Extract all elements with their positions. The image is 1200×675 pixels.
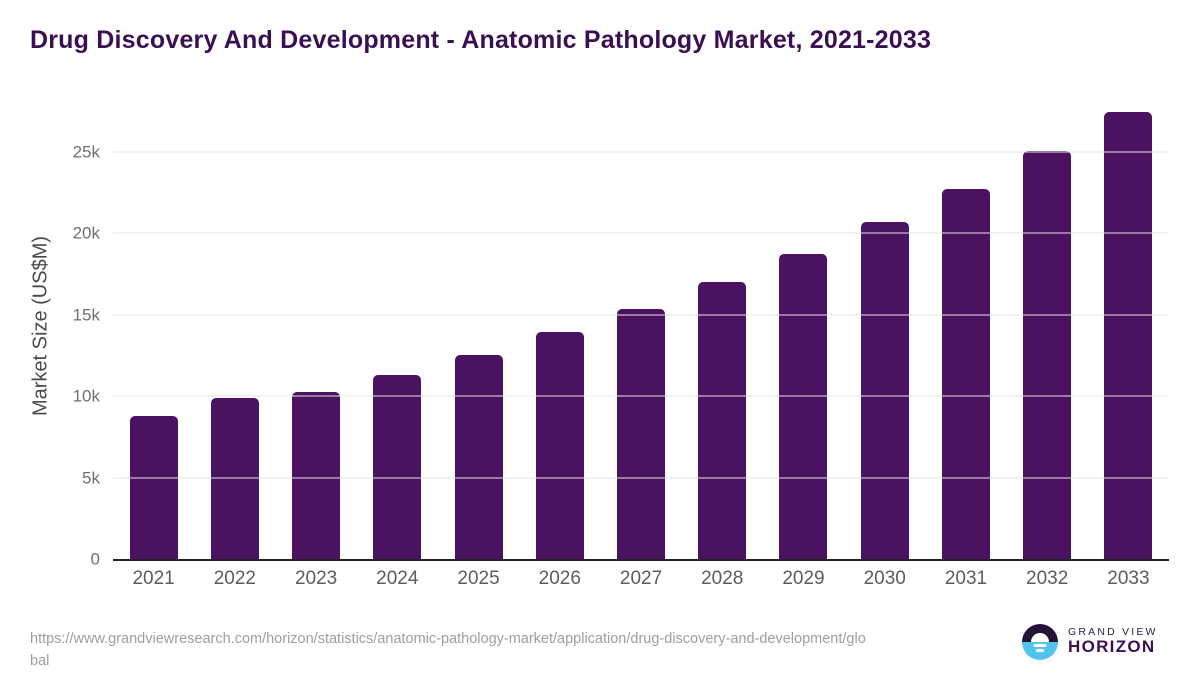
- bar-2028[interactable]: [698, 281, 747, 559]
- plot-area: 0 5k 10k 15k 20k 25k: [73, 95, 1169, 568]
- source-url: https://www.grandviewresearch.com/horizo…: [30, 628, 910, 672]
- gridline-10k: [113, 395, 1169, 397]
- x-tick-label-2026: 2026: [538, 568, 581, 589]
- logo-brand-top: GRAND VIEW: [1068, 625, 1158, 638]
- x-tick-label-2024: 2024: [376, 568, 419, 589]
- x-tick-label-2027: 2027: [619, 568, 663, 589]
- bar-2022[interactable]: [210, 397, 259, 559]
- logo-brand-bottom: HORIZON: [1068, 637, 1156, 657]
- bar-2026[interactable]: [535, 332, 584, 559]
- grand-view-horizon-logo: GRAND VIEW HORIZON: [1022, 624, 1158, 660]
- gridline-20k: [113, 232, 1169, 234]
- x-tick-label-2032: 2032: [1026, 568, 1069, 589]
- bar-slot-2025: [438, 95, 519, 559]
- bar-2030[interactable]: [860, 222, 909, 559]
- bar-slot-2026: [519, 95, 600, 559]
- bar-2033[interactable]: [1104, 111, 1153, 559]
- x-axis-labels: 2021 2022 2023 2024 2025 2026 2027 2028 2029 2030…: [113, 568, 1169, 590]
- y-tick-label-10k: 10k: [72, 386, 100, 406]
- chart-title: Drug Discovery And Development - Anatomi…: [30, 26, 932, 54]
- source-url-line1: https://www.grandviewresearch.com/horizo…: [30, 631, 866, 647]
- gridline-15k: [113, 314, 1169, 316]
- bar-slot-2022: [194, 95, 275, 559]
- bar-slot-2030: [844, 95, 925, 559]
- bar-2032[interactable]: [1023, 151, 1072, 559]
- y-tick-label-20k: 20k: [72, 223, 100, 243]
- bars-row: [113, 95, 1169, 559]
- bar-2023[interactable]: [292, 392, 341, 559]
- x-tick-label-2030: 2030: [863, 568, 906, 589]
- x-tick-label-2029: 2029: [782, 568, 825, 589]
- x-tick-label-2022: 2022: [213, 568, 256, 589]
- x-tick-label-2025: 2025: [457, 568, 500, 589]
- x-tick-label-2028: 2028: [701, 568, 744, 589]
- y-tick-label-15k: 15k: [72, 305, 100, 325]
- x-tick-label-2021: 2021: [132, 568, 175, 589]
- bar-slot-2021: [113, 95, 194, 559]
- bar-2025[interactable]: [454, 354, 503, 559]
- y-tick-label-5k: 5k: [82, 468, 100, 488]
- x-tick-label-2033: 2033: [1107, 568, 1150, 589]
- source-url-line2: bal: [30, 653, 50, 669]
- x-tick-label-2023: 2023: [294, 568, 338, 589]
- bar-slot-2032: [1007, 95, 1088, 559]
- bar-slot-2028: [682, 95, 763, 559]
- bar-slot-2031: [925, 95, 1006, 559]
- gridline-25k: [113, 151, 1169, 153]
- bar-slot-2033: [1088, 95, 1169, 559]
- bar-2027[interactable]: [617, 309, 666, 559]
- bar-2024[interactable]: [373, 374, 422, 559]
- y-axis-title: Market Size (US$M): [29, 235, 52, 417]
- gridline-5k: [113, 477, 1169, 479]
- bar-slot-2024: [357, 95, 438, 559]
- y-tick-label-25k: 25k: [72, 142, 100, 162]
- bar-slot-2027: [600, 95, 681, 559]
- bar-2021[interactable]: [129, 416, 178, 559]
- bar-slot-2023: [275, 95, 356, 559]
- bar-slot-2029: [763, 95, 844, 559]
- horizon-sun-icon: [1022, 624, 1058, 660]
- y-tick-label-0: 0: [90, 549, 100, 569]
- x-tick-label-2031: 2031: [944, 568, 988, 589]
- bar-2031[interactable]: [941, 189, 990, 559]
- bar-2029[interactable]: [779, 253, 828, 559]
